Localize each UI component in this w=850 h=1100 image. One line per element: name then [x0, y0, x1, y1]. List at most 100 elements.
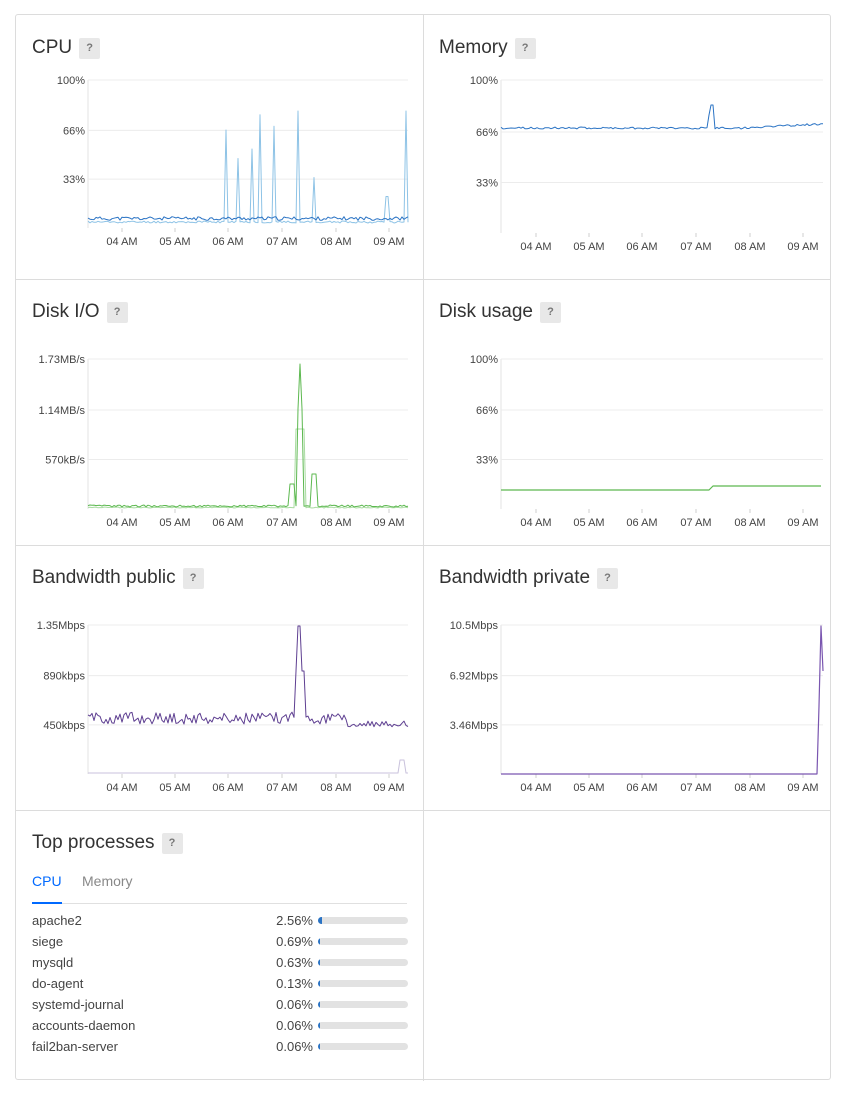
x-tick-label: 09 AM: [787, 517, 818, 529]
bandwidth-public-help-icon[interactable]: ?: [182, 567, 204, 589]
process-usage-bar: [318, 959, 408, 966]
x-tick-label: 09 AM: [373, 782, 404, 794]
disk-usage-help-icon[interactable]: ?: [540, 301, 561, 323]
bandwidth-private-help-icon[interactable]: ?: [597, 567, 619, 589]
bandwidth-private-panel: Bandwidth private ? 10.5Mbps 6.92Mbps 3.46…: [423, 546, 830, 810]
x-tick-label: 05 AM: [159, 236, 190, 248]
disk-usage-series: [501, 485, 821, 491]
y-tick-label: 3.46Mbps: [450, 720, 499, 732]
process-percent: 0.13%: [276, 976, 313, 991]
memory-chart: 100% 66% 33% 04 AM 05 AM 06 AM 07 AM 08 AM 09 AM: [470, 75, 823, 253]
y-tick-label: 33%: [476, 178, 498, 190]
row-divider: [16, 810, 830, 811]
disk-io-panel: Disk I/O ? 1.73MB/s 1.14MB/s 570kB/s 04 AM 0…: [16, 280, 423, 545]
disk-usage-chart: 100% 66% 33% 04 AM 05 AM 06 AM 07 AM 08 AM 09 AM: [470, 354, 823, 529]
process-row: apache2 2.56%: [32, 913, 408, 931]
x-tick-label: 04 AM: [106, 782, 137, 794]
process-row: do-agent 0.13%: [32, 976, 408, 994]
x-tick-label: 05 AM: [573, 782, 604, 794]
y-tick-label: 450kbps: [43, 720, 85, 732]
process-percent: 2.56%: [276, 913, 313, 928]
process-name: apache2: [32, 913, 82, 928]
y-tick-label: 66%: [476, 127, 498, 139]
cpu-series: [87, 216, 409, 221]
y-tick-label: 1.14MB/s: [39, 405, 86, 417]
y-tick-label: 100%: [470, 75, 498, 87]
process-percent: 0.06%: [276, 997, 313, 1012]
cpu-title: CPU: [32, 37, 73, 58]
x-tick-label: 04 AM: [106, 517, 137, 529]
x-tick-label: 09 AM: [373, 517, 404, 529]
bandwidth-private-series: [501, 625, 824, 775]
process-usage-bar: [318, 938, 408, 945]
x-tick-label: 07 AM: [266, 782, 297, 794]
top-processes-tabs: CPU Memory: [32, 873, 407, 904]
x-tick-label: 04 AM: [520, 241, 551, 253]
y-tick-label: 890kbps: [43, 671, 85, 683]
process-percent: 0.06%: [276, 1039, 313, 1054]
top-processes-help-icon[interactable]: ?: [161, 832, 183, 854]
memory-title: Memory: [439, 37, 508, 58]
tab-cpu[interactable]: CPU: [32, 873, 62, 889]
x-tick-label: 06 AM: [212, 517, 243, 529]
x-tick-label: 04 AM: [520, 517, 551, 529]
process-usage-fill: [318, 1043, 320, 1050]
x-tick-label: 06 AM: [626, 517, 657, 529]
x-tick-label: 09 AM: [373, 236, 404, 248]
process-usage-fill: [318, 1001, 320, 1008]
cpu-series-secondary: [87, 110, 409, 224]
bandwidth-public-title: Bandwidth public: [32, 567, 176, 588]
memory-panel: Memory ? 100% 66% 33% 04 AM 05 AM 06 AM 07 AM 0…: [423, 15, 830, 279]
process-name: accounts-daemon: [32, 1018, 136, 1033]
disk-io-series-secondary: [87, 428, 409, 509]
disk-io-help-icon[interactable]: ?: [106, 301, 128, 323]
y-tick-label: 66%: [63, 125, 85, 137]
cpu-panel: CPU ? 100% 66% 33% 04 AM 05 AM 06 AM 07 AM 08 A…: [16, 15, 423, 279]
x-tick-label: 05 AM: [573, 517, 604, 529]
disk-usage-title: Disk usage: [439, 301, 533, 322]
x-tick-label: 08 AM: [320, 782, 351, 794]
memory-series: [500, 104, 823, 130]
process-usage-bar: [318, 1001, 408, 1008]
cpu-help-icon[interactable]: ?: [79, 37, 101, 59]
top-processes-header: Top processes ?: [32, 832, 183, 854]
bandwidth-public-series-secondary: [88, 759, 408, 774]
process-usage-fill: [318, 980, 320, 987]
x-tick-label: 07 AM: [680, 782, 711, 794]
bandwidth-private-title: Bandwidth private: [439, 567, 591, 588]
x-tick-label: 06 AM: [212, 236, 243, 248]
disk-io-chart: 1.73MB/s 1.14MB/s 570kB/s 04 AM 05 AM 06 AM 07…: [39, 354, 409, 529]
x-tick-label: 07 AM: [680, 241, 711, 253]
process-name: siege: [32, 934, 64, 949]
disk-usage-panel: Disk usage ? 100% 66% 33% 04 AM 05 AM 06 AM 07…: [423, 280, 830, 545]
x-tick-label: 06 AM: [626, 782, 657, 794]
x-tick-label: 05 AM: [159, 782, 190, 794]
y-tick-label: 6.92Mbps: [450, 671, 499, 683]
x-tick-label: 07 AM: [266, 517, 297, 529]
tab-memory[interactable]: Memory: [82, 873, 133, 889]
column-divider: [423, 15, 424, 1081]
y-tick-label: 66%: [476, 405, 498, 417]
process-name: mysqld: [32, 955, 74, 970]
process-percent: 0.06%: [276, 1018, 313, 1033]
cpu-chart: 100% 66% 33% 04 AM 05 AM 06 AM 07 AM 08 AM 09 AM: [57, 75, 409, 248]
bandwidth-public-panel: Bandwidth public ? 1.35Mbps 890kbps 450kbp…: [16, 546, 423, 810]
bandwidth-public-chart: 1.35Mbps 890kbps 450kbps 04 AM 05 AM 06 AM 07 …: [37, 620, 409, 794]
monitoring-dashboard: CPU ? 100% 66% 33% 04 AM 05 AM 06 AM 07 AM 08 A…: [15, 14, 831, 1081]
x-tick-label: 08 AM: [734, 241, 765, 253]
x-tick-label: 06 AM: [626, 241, 657, 253]
process-usage-bar: [318, 980, 408, 987]
y-tick-label: 33%: [476, 455, 498, 467]
process-percent: 0.63%: [276, 955, 313, 970]
y-tick-label: 1.35Mbps: [37, 620, 86, 632]
active-tab-indicator: [32, 902, 62, 904]
memory-help-icon[interactable]: ?: [514, 37, 536, 59]
x-tick-label: 09 AM: [787, 782, 818, 794]
y-tick-label: 100%: [470, 354, 498, 366]
process-row: accounts-daemon 0.06%: [32, 1018, 408, 1036]
bandwidth-private-chart: 10.5Mbps 6.92Mbps 3.46Mbps 04 AM 05 AM 06 AM 0…: [450, 620, 824, 794]
process-row: systemd-journal 0.06%: [32, 997, 408, 1015]
x-tick-label: 04 AM: [106, 236, 137, 248]
process-usage-fill: [318, 917, 322, 924]
process-name: fail2ban-server: [32, 1039, 118, 1054]
